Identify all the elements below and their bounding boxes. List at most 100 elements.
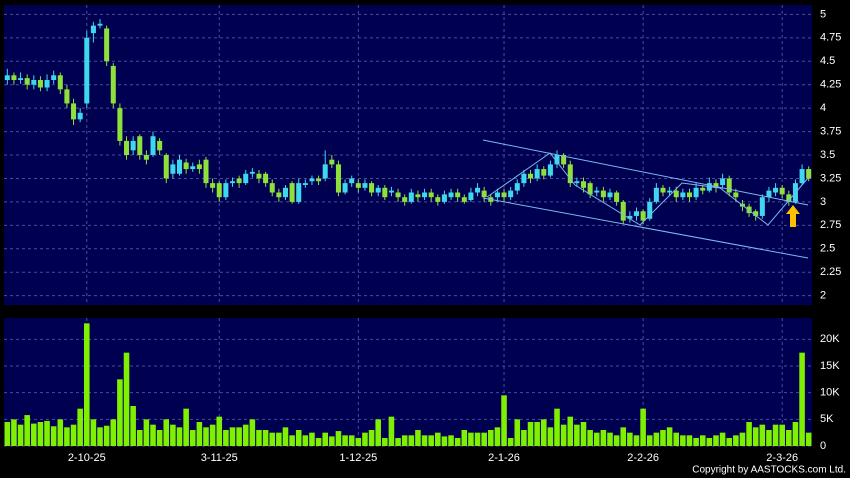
volume-bar <box>428 435 434 446</box>
candle-body <box>428 192 434 198</box>
volume-bar <box>772 424 779 446</box>
volume-bar <box>733 435 739 446</box>
candle-body <box>779 187 785 195</box>
candle-body <box>335 164 341 193</box>
volume-bar <box>57 419 64 446</box>
volume-bar <box>739 432 746 446</box>
volume-bar <box>176 427 183 446</box>
volume-bar <box>547 427 554 446</box>
candle-body <box>501 192 507 198</box>
candle-body <box>24 78 30 85</box>
candle-body <box>229 181 236 184</box>
volume-bar <box>660 430 666 446</box>
candle-body <box>316 178 322 182</box>
candle-body <box>686 192 692 198</box>
candle-body <box>607 192 613 198</box>
candle-body <box>84 37 90 104</box>
candle-body <box>104 28 110 62</box>
volume-bar <box>309 432 315 446</box>
volume-bar <box>150 424 156 446</box>
volume-bar <box>501 395 507 446</box>
volume-bar <box>441 436 448 446</box>
candle-body <box>753 211 759 216</box>
candle-body <box>137 136 143 155</box>
candle-body <box>117 108 123 141</box>
volume-bar <box>229 427 236 446</box>
volume-bar <box>256 430 262 446</box>
candle-body <box>521 173 527 184</box>
candle-body <box>554 155 560 165</box>
candle-body <box>475 187 481 193</box>
y-tick-label: 2.5 <box>820 243 835 255</box>
candle-body <box>44 80 50 88</box>
candle-body <box>77 112 83 120</box>
volume-bar <box>620 427 627 446</box>
volume-bar <box>295 430 302 446</box>
candle-body <box>508 190 514 198</box>
volume-bar <box>64 427 70 446</box>
candle-body <box>448 192 454 198</box>
volume-bar <box>70 424 77 446</box>
volume-bar <box>527 422 534 446</box>
candle-body <box>633 211 640 216</box>
volume-bar <box>435 432 441 446</box>
candle-body <box>620 201 626 221</box>
grid <box>4 5 812 447</box>
volume-bar <box>329 436 335 446</box>
y-tick-label: 3.25 <box>820 172 841 184</box>
candle-body <box>31 80 37 85</box>
candle-body <box>733 192 739 198</box>
volume-bar <box>507 438 514 446</box>
volume-bar <box>574 424 580 446</box>
candle-body <box>309 178 315 182</box>
candle-body <box>388 190 394 193</box>
volume-bar <box>401 435 408 446</box>
candle-body <box>243 173 249 184</box>
volume-bar <box>713 435 719 446</box>
volume-bar <box>44 420 50 446</box>
candle-body <box>594 190 600 193</box>
volume-bar <box>355 438 362 446</box>
volume-tick-label: 20K <box>820 333 840 345</box>
candle-body <box>362 183 368 188</box>
channel-upper <box>482 139 809 206</box>
y-tick-label: 2.25 <box>820 266 841 278</box>
candle-body <box>329 159 335 165</box>
candle-body <box>130 140 136 151</box>
candle-body <box>183 162 189 170</box>
volume-bar <box>322 432 328 446</box>
volume-tick-label: 5K <box>820 413 834 425</box>
candle-body <box>18 78 24 80</box>
candle-body <box>580 181 587 188</box>
candle-body <box>534 169 540 179</box>
volume-bar <box>580 422 587 446</box>
candle-body <box>541 169 547 176</box>
volume-bar <box>183 408 189 446</box>
volume-bar <box>249 419 256 446</box>
volume-bar <box>4 422 11 446</box>
volume-bar <box>117 379 123 446</box>
volume-bar <box>216 416 223 446</box>
volume-bar <box>607 432 613 446</box>
y-tick-label: 4.25 <box>820 79 841 91</box>
volume-bar <box>203 427 209 446</box>
volume-bar <box>223 430 229 446</box>
volume-tick-label: 0 <box>820 440 826 452</box>
candle-body <box>514 183 520 191</box>
volume-bar <box>196 422 203 446</box>
candle-body <box>561 155 567 165</box>
y-tick-label: 2 <box>820 290 826 302</box>
volume-bar <box>454 438 461 446</box>
candle-body <box>163 155 169 179</box>
volume-bar <box>646 435 653 446</box>
volume-bar <box>395 438 401 446</box>
candle-body <box>143 155 149 160</box>
candle-body <box>269 183 275 193</box>
candle-body <box>647 201 653 219</box>
volume-bar <box>130 406 136 446</box>
volume-bar <box>421 435 428 446</box>
x-tick-label: 1-12-25 <box>339 452 377 464</box>
volume-bar <box>673 432 680 446</box>
arrow-icon <box>786 205 800 227</box>
